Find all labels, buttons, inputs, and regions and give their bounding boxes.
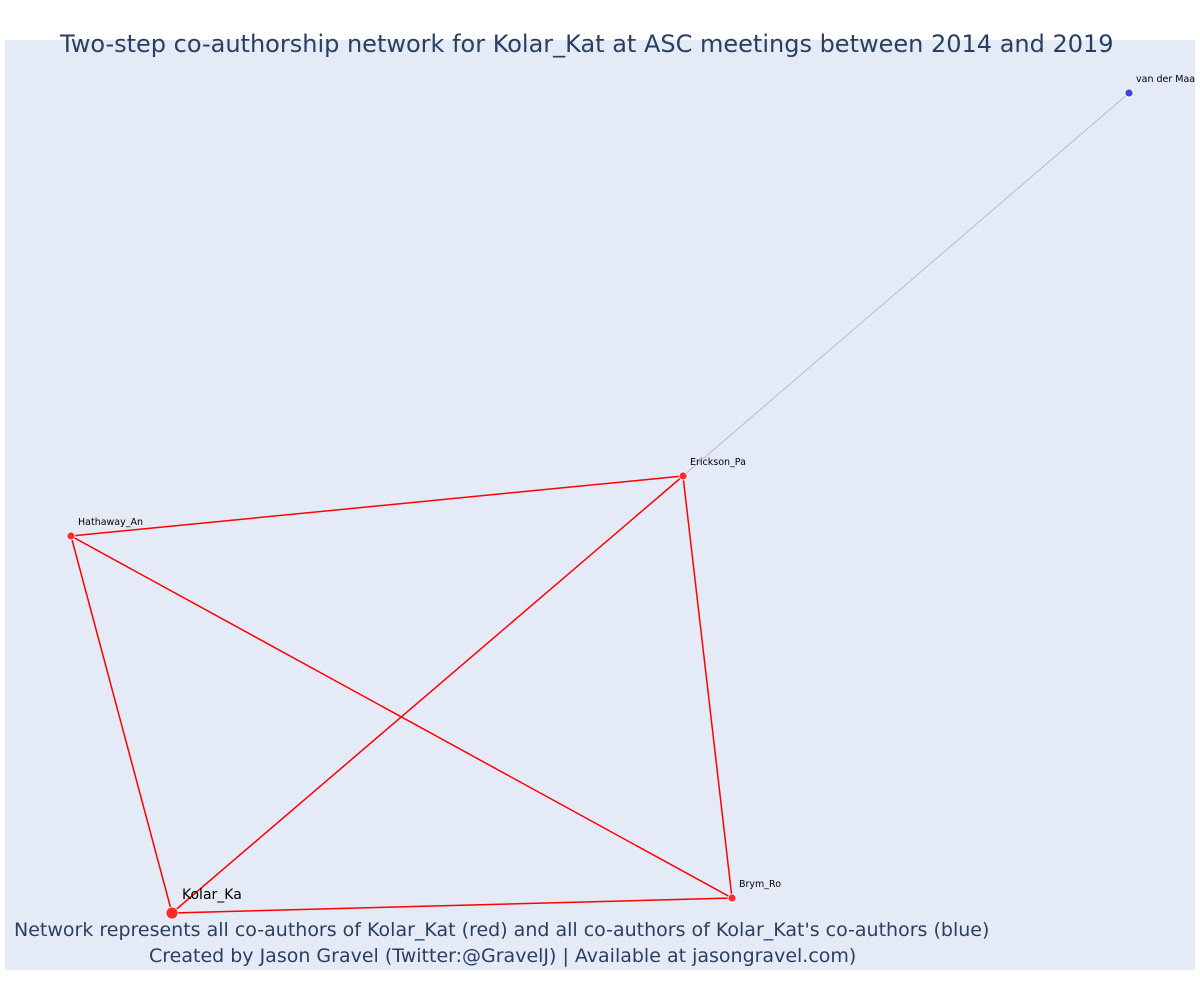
node-erickson[interactable] xyxy=(678,471,688,481)
edge-kolar-erickson xyxy=(171,475,684,914)
edge-hathaway-brym xyxy=(70,535,733,899)
caption-line-2: Created by Jason Gravel (Twitter:@Gravel… xyxy=(149,945,857,967)
node-label-kolar: Kolar_Ka xyxy=(182,887,242,903)
edge-erickson-vandermaa xyxy=(682,92,1130,477)
node-label-hathaway: Hathaway_An xyxy=(78,517,143,528)
edge-kolar-brym xyxy=(171,897,733,914)
node-label-vandermaa: van der Maa xyxy=(1136,74,1195,85)
node-label-erickson: Erickson_Pa xyxy=(690,457,746,468)
nodes-layer xyxy=(66,88,1134,920)
node-vandermaa[interactable] xyxy=(1124,88,1134,98)
edge-kolar-hathaway xyxy=(70,535,173,914)
node-label-brym: Brym_Ro xyxy=(739,879,781,890)
caption-line-1: Network represents all co-authors of Kol… xyxy=(14,919,990,941)
plot-area xyxy=(5,40,1195,970)
edge-erickson-brym xyxy=(682,475,733,899)
chart-title: Two-step co-authorship network for Kolar… xyxy=(60,30,1114,58)
node-hathaway[interactable] xyxy=(66,531,76,541)
edge-hathaway-erickson xyxy=(70,475,684,537)
edges-layer xyxy=(70,92,1130,914)
labels-layer: Kolar_Ka Hathaway_An Erickson_Pa Brym_Ro van… xyxy=(78,74,1195,903)
node-kolar[interactable] xyxy=(165,906,179,920)
node-brym[interactable] xyxy=(727,893,737,903)
